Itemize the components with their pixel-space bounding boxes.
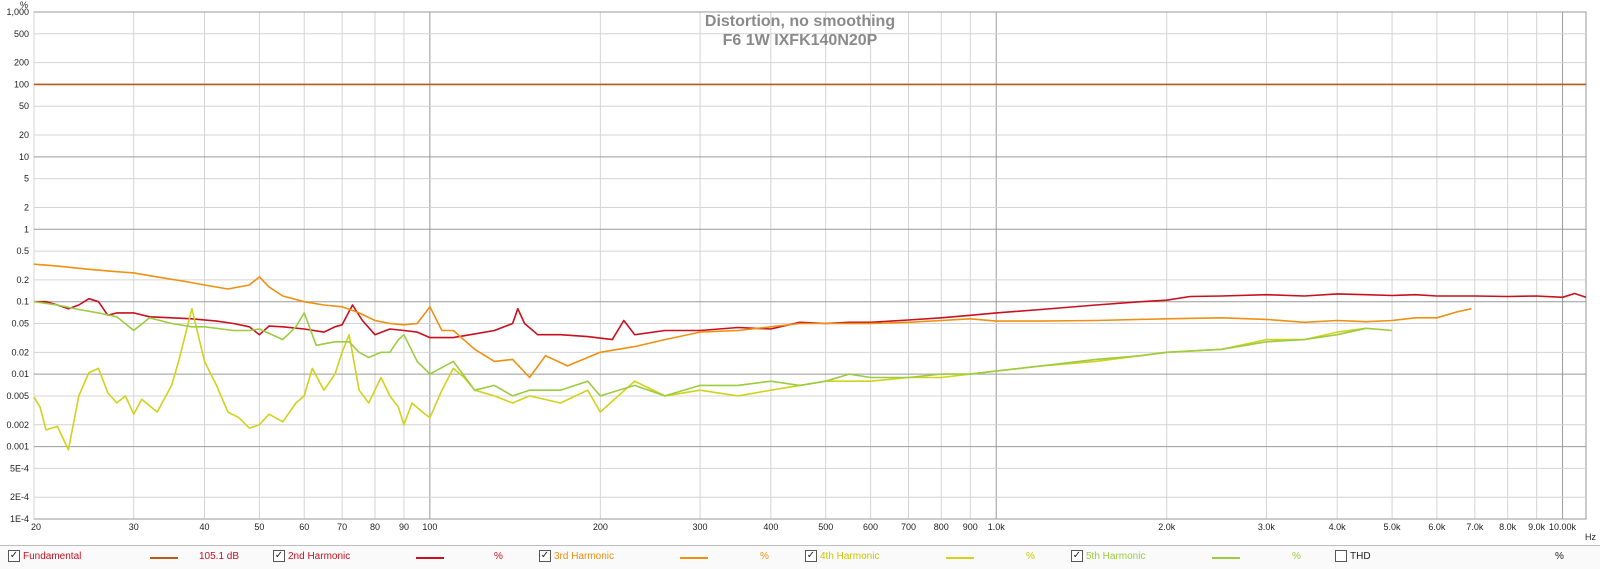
x-tick-label: 100	[422, 522, 437, 532]
x-tick-label: 4.0k	[1329, 522, 1347, 532]
y-tick-label: 50	[19, 101, 29, 111]
legend-bar: ✓ Fundamental 105.1 dB ✓ 2nd Harmonic % …	[0, 545, 1600, 569]
fundamental-checkbox[interactable]: ✓	[8, 550, 20, 562]
series-5th-harmonic	[33, 300, 1393, 397]
legend-value-thd: %	[1555, 551, 1564, 562]
y-tick-label: 1	[24, 224, 29, 234]
x-tick-label: 60	[299, 522, 309, 532]
legend-label-5th-harmonic: 5th Harmonic	[1086, 551, 1146, 562]
x-tick-label: 200	[593, 522, 608, 532]
x-tick-label: 50	[254, 522, 264, 532]
5th-harmonic-checkbox[interactable]: ✓	[1071, 550, 1083, 562]
x-tick-label: 8.0k	[1499, 522, 1517, 532]
y-tick-label: 0.05	[11, 319, 29, 329]
series-3rd-harmonic	[33, 263, 1472, 379]
y-tick-label: 5	[24, 174, 29, 184]
legend-swatch-3rd-harmonic	[680, 557, 708, 559]
x-tick-label: 600	[863, 522, 878, 532]
x-tick-label: 7.0k	[1466, 522, 1484, 532]
legend-value-5th-harmonic: %	[1292, 551, 1301, 562]
x-tick-label: 700	[901, 522, 916, 532]
chart-grid	[33, 11, 1587, 520]
y-tick-label: 100	[14, 79, 29, 89]
y-axis-unit: %	[20, 0, 28, 10]
x-tick-label: 10.00k	[1549, 522, 1577, 532]
x-tick-label: 1.0k	[988, 522, 1006, 532]
legend-value-2nd-harmonic: %	[494, 551, 503, 562]
x-tick-label: 6.0k	[1428, 522, 1446, 532]
y-tick-label: 20	[19, 130, 29, 140]
4th-harmonic-checkbox[interactable]: ✓	[805, 550, 817, 562]
legend-value-4th-harmonic: %	[1026, 551, 1035, 562]
y-tick-label: 2	[24, 202, 29, 212]
legend-label-2nd-harmonic: 2nd Harmonic	[288, 551, 351, 562]
y-tick-label: 0.1	[16, 297, 29, 307]
x-tick-label: 80	[370, 522, 380, 532]
series-2nd-harmonic	[34, 292, 1587, 341]
y-tick-label: 10	[19, 152, 29, 162]
distortion-chart: 20 30 40 50 60 70 80 90 100 200 300 400 500 600 700 800…	[6, 0, 1596, 542]
legend-swatch-fundamental	[150, 557, 178, 559]
y-tick-label: 1E-4	[10, 514, 29, 524]
x-tick-label: 2.0k	[1158, 522, 1176, 532]
y-tick-label: 2E-4	[10, 492, 29, 502]
x-tick-label: 5.0k	[1384, 522, 1402, 532]
x-tick-label: 800	[934, 522, 949, 532]
y-tick-label: 0.01	[11, 369, 29, 379]
y-tick-label: 0.001	[6, 442, 29, 452]
x-tick-label: 400	[763, 522, 778, 532]
legend-value-fundamental: 105.1 dB	[199, 551, 240, 562]
y-tick-label: 500	[14, 29, 29, 39]
x-tick-label: 40	[199, 522, 209, 532]
x-axis-unit: Hz	[1585, 532, 1596, 542]
x-tick-label: 9.0k	[1528, 522, 1546, 532]
x-tick-label: 900	[963, 522, 978, 532]
y-tick-label: 0.2	[16, 275, 29, 285]
series-4th-harmonic	[33, 307, 1367, 451]
legend-label-thd: THD	[1350, 551, 1371, 562]
y-tick-label: 0.005	[6, 391, 29, 401]
y-tick-label: 200	[14, 58, 29, 68]
3rd-harmonic-checkbox[interactable]: ✓	[539, 550, 551, 562]
legend-swatch-4th-harmonic	[946, 557, 974, 559]
y-tick-label: 0.5	[16, 246, 29, 256]
chart-series	[33, 83, 1587, 451]
thd-checkbox[interactable]	[1335, 550, 1347, 562]
x-tick-label: 3.0k	[1258, 522, 1276, 532]
y-tick-label: 1,000	[6, 7, 29, 17]
x-tick-label: 500	[818, 522, 833, 532]
x-tick-label: 300	[693, 522, 708, 532]
chart-title: Distortion, no smoothing	[705, 13, 895, 30]
legend-swatch-5th-harmonic	[1212, 557, 1240, 559]
x-tick-label: 90	[399, 522, 409, 532]
y-tick-label: 0.02	[11, 347, 29, 357]
chart-subtitle: F6 1W IXFK140N20P	[723, 32, 878, 49]
y-tick-label: 5E-4	[10, 463, 29, 473]
y-tick-label: 0.002	[6, 420, 29, 430]
legend-swatch-2nd-harmonic	[416, 557, 444, 559]
legend-label-3rd-harmonic: 3rd Harmonic	[554, 551, 615, 562]
plot-area	[33, 11, 1587, 520]
x-tick-label: 20	[31, 522, 41, 532]
x-tick-label: 70	[337, 522, 347, 532]
2nd-harmonic-checkbox[interactable]: ✓	[273, 550, 285, 562]
chart-ticks: 20 30 40 50 60 70 80 90 100 200 300 400 500 600 700 800…	[6, 7, 1576, 532]
x-tick-label: 30	[129, 522, 139, 532]
legend-label-4th-harmonic: 4th Harmonic	[820, 551, 880, 562]
legend-value-3rd-harmonic: %	[760, 551, 769, 562]
legend-label-fundamental: Fundamental	[23, 551, 82, 562]
